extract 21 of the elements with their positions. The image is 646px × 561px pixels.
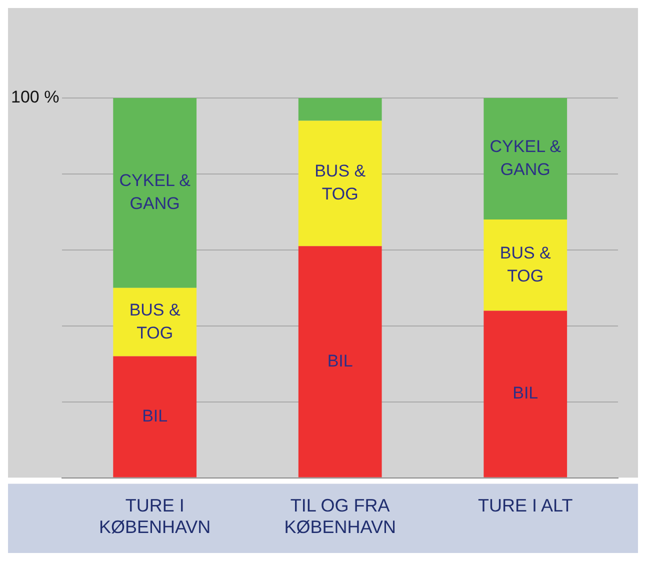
series-label: CYKEL & GANG	[490, 136, 562, 179]
y-tick-label: 100 %	[11, 88, 60, 107]
text: BIL	[142, 406, 168, 426]
bar	[484, 98, 568, 220]
x-tick-label: TIL OG FRA KØBENHAVN	[284, 496, 396, 538]
x-tick-label: TURE I KØBENHAVN	[98, 496, 211, 538]
bar	[113, 288, 197, 356]
x-tick-label: TURE I ALT	[478, 496, 573, 516]
bar	[298, 120, 382, 246]
bar	[484, 310, 568, 478]
text: BUS & TOG	[500, 243, 551, 286]
bar	[298, 246, 382, 478]
bar	[113, 356, 197, 478]
text: CYKEL & GANG	[119, 171, 190, 214]
bar	[484, 220, 568, 311]
bar	[113, 98, 197, 288]
bar	[298, 98, 382, 121]
series-label: BUS & TOG	[129, 300, 181, 342]
text: BUS & TOG	[314, 162, 366, 204]
series-label: BIL	[512, 384, 538, 403]
text: BIL	[327, 351, 353, 370]
